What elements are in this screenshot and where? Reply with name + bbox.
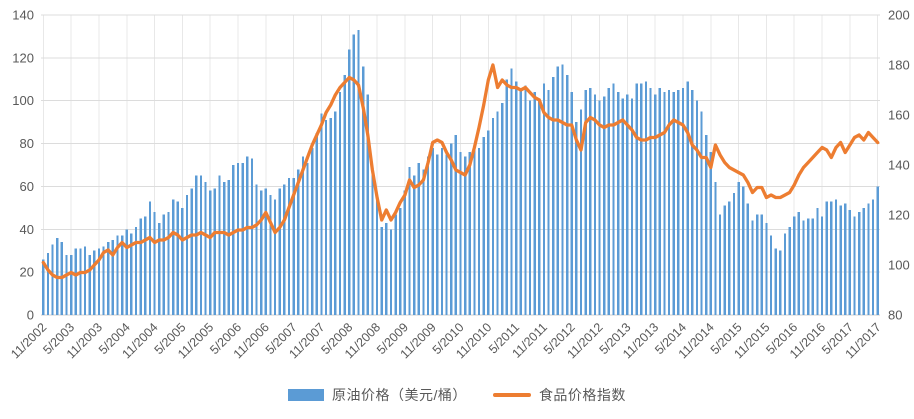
svg-text:100: 100 <box>888 258 910 273</box>
svg-text:100: 100 <box>12 93 34 108</box>
svg-text:120: 120 <box>12 50 34 65</box>
legend-item-oil-price: 原油价格（美元/桶） <box>288 385 467 405</box>
svg-text:140: 140 <box>12 8 34 23</box>
left-axis-tick-labels: 0 20 40 60 80 100 120 140 <box>12 8 34 323</box>
svg-text:140: 140 <box>888 158 910 173</box>
svg-text:80: 80 <box>20 136 34 151</box>
legend-item-food-index: 食品价格指数 <box>492 385 626 405</box>
legend-bar-swatch <box>288 389 325 401</box>
legend-line-swatch <box>492 393 531 397</box>
right-axis-tick-labels: 80 100 120 140 160 180 200 <box>888 8 910 323</box>
svg-text:80: 80 <box>888 308 902 323</box>
svg-text:20: 20 <box>20 265 34 280</box>
legend: 原油价格（美元/桶） 食品价格指数 <box>0 382 914 408</box>
svg-text:180: 180 <box>888 58 910 73</box>
svg-text:200: 200 <box>888 8 910 23</box>
line-series-food-index <box>41 63 880 280</box>
svg-text:40: 40 <box>20 222 34 237</box>
svg-text:0: 0 <box>27 308 34 323</box>
legend-oil-price-label: 原油价格（美元/桶） <box>332 387 467 403</box>
legend-food-index-label: 食品价格指数 <box>538 387 626 403</box>
bar-series-oil-price <box>42 30 879 316</box>
svg-text:160: 160 <box>888 108 910 123</box>
svg-text:60: 60 <box>20 179 34 194</box>
svg-text:120: 120 <box>888 208 910 223</box>
svg-text:11/2002: 11/2002 <box>8 320 49 361</box>
x-axis-tick-labels: 11/20025/200311/20035/200411/20045/20051… <box>8 320 884 361</box>
